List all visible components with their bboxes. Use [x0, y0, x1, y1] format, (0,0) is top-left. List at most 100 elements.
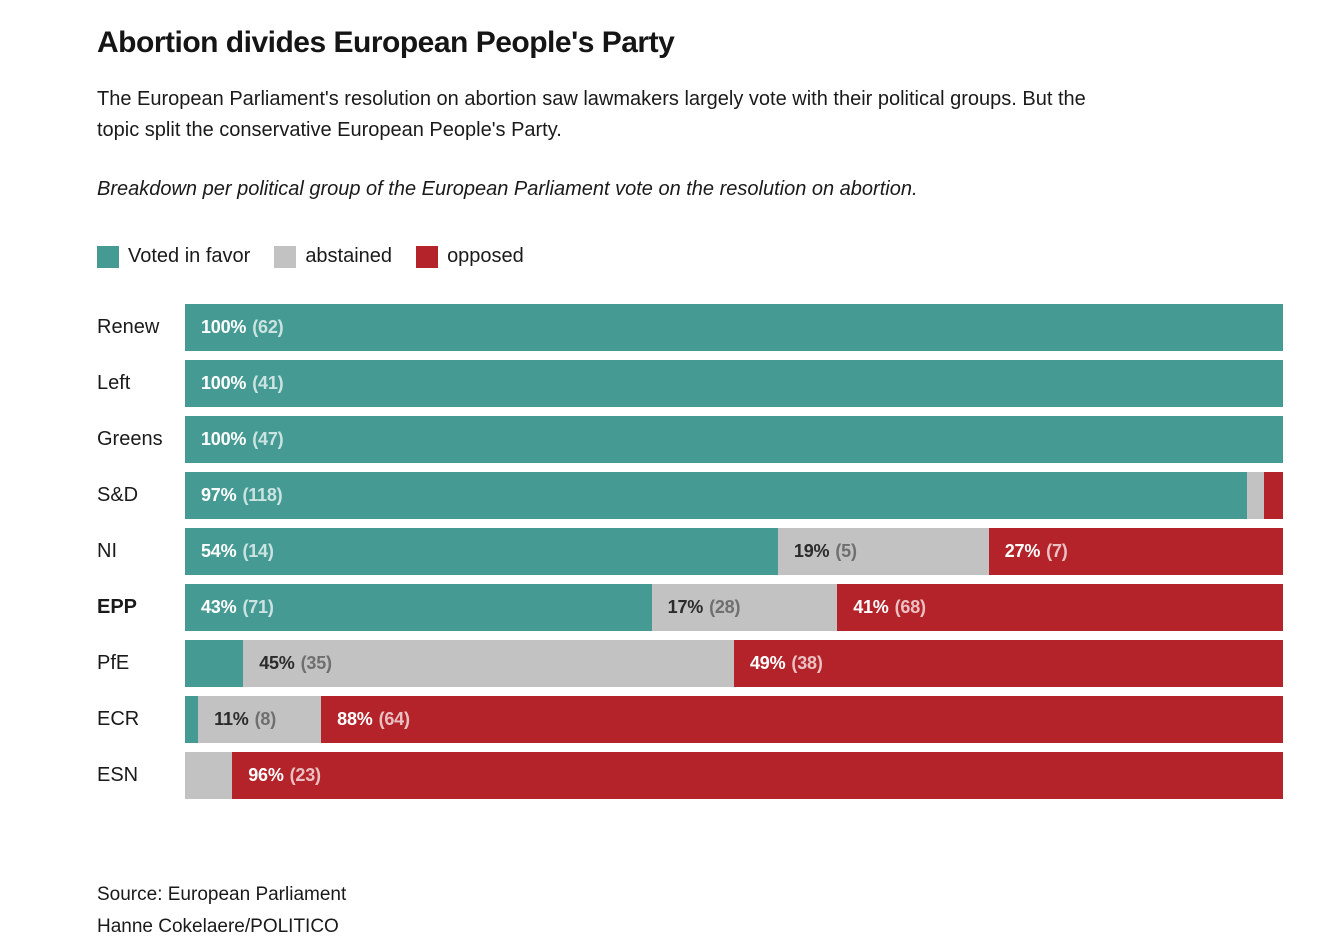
bar-segment-label: 100% (41): [185, 373, 284, 394]
bar-label-pct: 100%: [201, 429, 247, 449]
footer: Source: European Parliament Hanne Cokela…: [97, 879, 1283, 943]
bar-segment-favor: 54% (14): [185, 528, 778, 575]
bar-label-pct: 96%: [248, 765, 284, 785]
bar-segment-abstain: 11% (8): [198, 696, 322, 743]
bar-label-pct: 97%: [201, 485, 237, 505]
bar-label-count: (62): [252, 317, 284, 337]
bar-segment-label: 54% (14): [185, 541, 274, 562]
bar-label-pct: 11%: [214, 709, 249, 729]
bar-segment-label: 97% (118): [185, 485, 283, 506]
bar-segment-label: 100% (47): [185, 429, 284, 450]
bar-row-ecr: ECR 11% (8) 88% (64): [97, 696, 1283, 743]
chart-note: Breakdown per political group of the Eur…: [97, 178, 918, 200]
bar-segment-favor: 100% (62): [185, 304, 1283, 351]
bar-segment-label: 100% (62): [185, 317, 284, 338]
legend-item-favor: Voted in favor: [97, 245, 250, 268]
bar-segment-label: 96% (23): [232, 765, 321, 786]
bar-track: 100% (47): [185, 416, 1283, 463]
bar-label-pct: 27%: [1004, 541, 1041, 561]
bar-label-count: (7): [1046, 541, 1068, 561]
legend-swatch-abstain: [274, 245, 297, 268]
legend-label-favor: Voted in favor: [128, 245, 251, 267]
bar-segment-favor: 97% (118): [185, 472, 1247, 519]
bar-row-label: EPP: [97, 596, 138, 618]
bar-track: 54% (14) 19% (5) 27% (7): [185, 528, 1283, 575]
bar-label-count: (14): [242, 541, 274, 561]
bar-row-renew: Renew 100% (62): [97, 304, 1283, 351]
bar-row-label: Renew: [97, 316, 160, 338]
bar-label-count: (41): [252, 373, 284, 393]
bar-segment-oppose: 41% (68): [837, 584, 1283, 631]
bar-label-pct: 100%: [201, 317, 247, 337]
legend-swatch-oppose: [416, 245, 439, 268]
bar-row-greens: Greens 100% (47): [97, 416, 1283, 463]
bar-label-pct: 45%: [259, 653, 295, 673]
bar-row-esn: ESN 96% (23): [97, 752, 1283, 799]
chart-subtitle-line-1: The European Parliament's resolution on …: [97, 88, 1086, 110]
bar-label-pct: 100%: [201, 373, 247, 393]
source-line: Source: European Parliament: [97, 884, 347, 905]
bar-segment-label: 11% (8): [198, 709, 276, 730]
byline: Hanne Cokelaere/POLITICO: [97, 916, 339, 937]
bar-track: 96% (23): [185, 752, 1283, 799]
bar-segment-abstain: 17% (28): [651, 584, 838, 631]
legend: Voted in favor abstained opposed: [97, 245, 1283, 268]
bar-row-label: Left: [97, 372, 131, 394]
bar-label-pct: 19%: [793, 541, 830, 561]
bar-segment-oppose: [1264, 472, 1283, 519]
bar-row-epp: EPP 43% (71) 17% (28) 41% (68): [97, 584, 1283, 631]
bar-segment-label: 27% (7): [989, 541, 1068, 562]
bar-track: 97% (118): [185, 472, 1283, 519]
stacked-bar-chart: Renew 100% (62) Left 100% (41) Greens 100% (47) S…: [97, 304, 1283, 799]
legend-item-oppose: opposed: [416, 245, 524, 268]
bar-label-count: (5): [835, 541, 857, 561]
bar-row-label: ECR: [97, 708, 140, 730]
bar-label-pct: 41%: [853, 597, 889, 617]
bar-track: 100% (62): [185, 304, 1283, 351]
bar-segment-abstain: 19% (5): [777, 528, 989, 575]
legend-swatch-favor: [97, 245, 119, 268]
bar-label-pct: 54%: [201, 541, 237, 561]
bar-segment-label: 19% (5): [778, 541, 857, 562]
bar-segment-label: 88% (64): [321, 709, 410, 730]
bar-label-count: (8): [254, 709, 277, 729]
bar-segment-label: 17% (28): [652, 597, 741, 618]
bar-label-count: (118): [242, 485, 283, 505]
bar-label-count: (71): [242, 597, 274, 617]
bar-segment-label: 43% (71): [185, 597, 274, 618]
bar-label-count: (35): [300, 653, 332, 673]
bar-row-label: PfE: [97, 652, 130, 674]
bar-label-pct: 17%: [667, 597, 704, 617]
chart-title: Abortion divides European People's Party: [97, 26, 675, 59]
chart-subtitle: The European Parliament's resolution on …: [97, 84, 1283, 146]
bar-segment-oppose: 96% (23): [232, 752, 1283, 799]
bar-label-count: (38): [791, 653, 823, 673]
bar-row-label: ESN: [97, 764, 139, 786]
bar-track: 45% (35) 49% (38): [185, 640, 1283, 687]
bar-row-pfe: PfE 45% (35) 49% (38): [97, 640, 1283, 687]
bar-label-pct: 88%: [337, 709, 373, 729]
bar-label-count: (47): [252, 429, 284, 449]
legend-item-abstain: abstained: [274, 245, 392, 268]
bar-row-s-d: S&D 97% (118): [97, 472, 1283, 519]
bar-segment-label: 49% (38): [734, 653, 823, 674]
bar-label-pct: 49%: [749, 653, 786, 673]
bar-label-count: (23): [289, 765, 321, 785]
bar-track: 11% (8) 88% (64): [185, 696, 1283, 743]
bar-label-count: (64): [378, 709, 410, 729]
bar-segment-label: 41% (68): [837, 597, 926, 618]
bar-row-label: S&D: [97, 484, 139, 506]
bar-segment-abstain: 45% (35): [243, 640, 734, 687]
bar-row-left: Left 100% (41): [97, 360, 1283, 407]
bar-segment-oppose: 88% (64): [321, 696, 1283, 743]
bar-segment-label: 45% (35): [243, 653, 332, 674]
bar-label-pct: 43%: [201, 597, 237, 617]
legend-label-oppose: opposed: [447, 245, 524, 267]
bar-segment-abstain: [185, 752, 233, 799]
bar-label-count: (68): [894, 597, 926, 617]
chart-subtitle-line-2: topic split the conservative European Pe…: [97, 119, 562, 141]
bar-segment-favor: 100% (41): [185, 360, 1283, 407]
bar-segment-abstain: [1246, 472, 1265, 519]
bar-label-count: (28): [709, 597, 741, 617]
